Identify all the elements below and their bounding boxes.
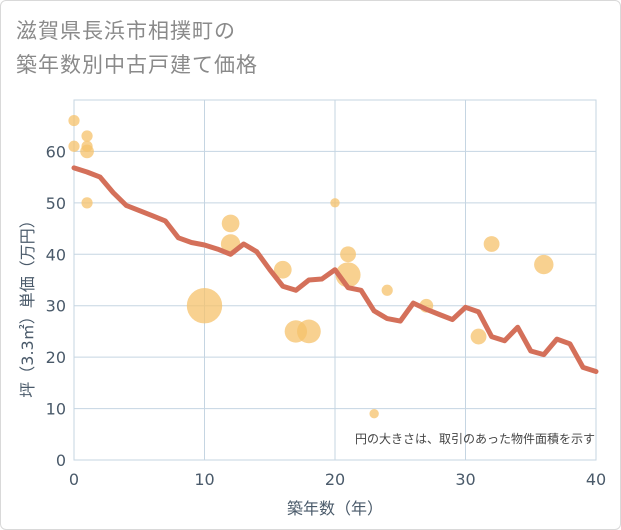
- chart-title: 滋賀県長浜市相撲町の 築年数別中古戸建て価格: [16, 14, 258, 82]
- bubble-size-note: 円の大きさは、取引のあった物件面積を示す: [355, 431, 595, 446]
- bubble-point: [81, 197, 93, 209]
- y-tick-label: 20: [46, 348, 66, 367]
- x-tick-label: 30: [455, 470, 475, 489]
- bubble-point: [483, 236, 500, 252]
- y-tick-label: 30: [46, 297, 66, 316]
- x-tick-label: 10: [194, 470, 214, 489]
- bubble-point: [340, 246, 356, 263]
- y-tick-label: 40: [46, 245, 66, 264]
- bubble-point: [381, 284, 393, 296]
- x-tick-label: 40: [586, 470, 606, 489]
- y-tick-label: 10: [46, 400, 66, 419]
- bubble-point: [330, 198, 340, 208]
- x-tick-label: 20: [325, 470, 345, 489]
- bubble-point: [80, 144, 94, 159]
- y-tick-label: 60: [46, 142, 66, 161]
- y-axis-label: 坪（3.3㎡）単価（万円）: [18, 212, 37, 397]
- bubble-point: [369, 409, 379, 419]
- trend-line-group: [71, 165, 599, 374]
- bubbles: [68, 114, 554, 419]
- bubble-point: [534, 254, 554, 275]
- average-price-line: [71, 165, 599, 374]
- axis-ticks: 0 10 20 30 40 50 60 0 10 20 30 40: [46, 142, 607, 489]
- bubble-point: [273, 260, 292, 279]
- bubble-point: [221, 214, 240, 233]
- bubble-point: [186, 288, 223, 324]
- bubble-point: [470, 328, 487, 345]
- bubble-point: [68, 114, 80, 127]
- x-tick-label: 0: [69, 470, 79, 489]
- bubble-point: [81, 130, 93, 142]
- grid: [73, 99, 597, 461]
- y-tick-label: 0: [56, 451, 66, 470]
- x-axis-label: 築年数（年）: [287, 499, 383, 518]
- chart-title-line-1: 滋賀県長浜市相撲町の: [16, 19, 236, 43]
- bubble-point: [68, 140, 80, 152]
- bubble-point: [297, 319, 321, 344]
- chart-title-line-2: 築年数別中古戸建て価格: [16, 53, 258, 77]
- y-tick-label: 50: [46, 194, 66, 213]
